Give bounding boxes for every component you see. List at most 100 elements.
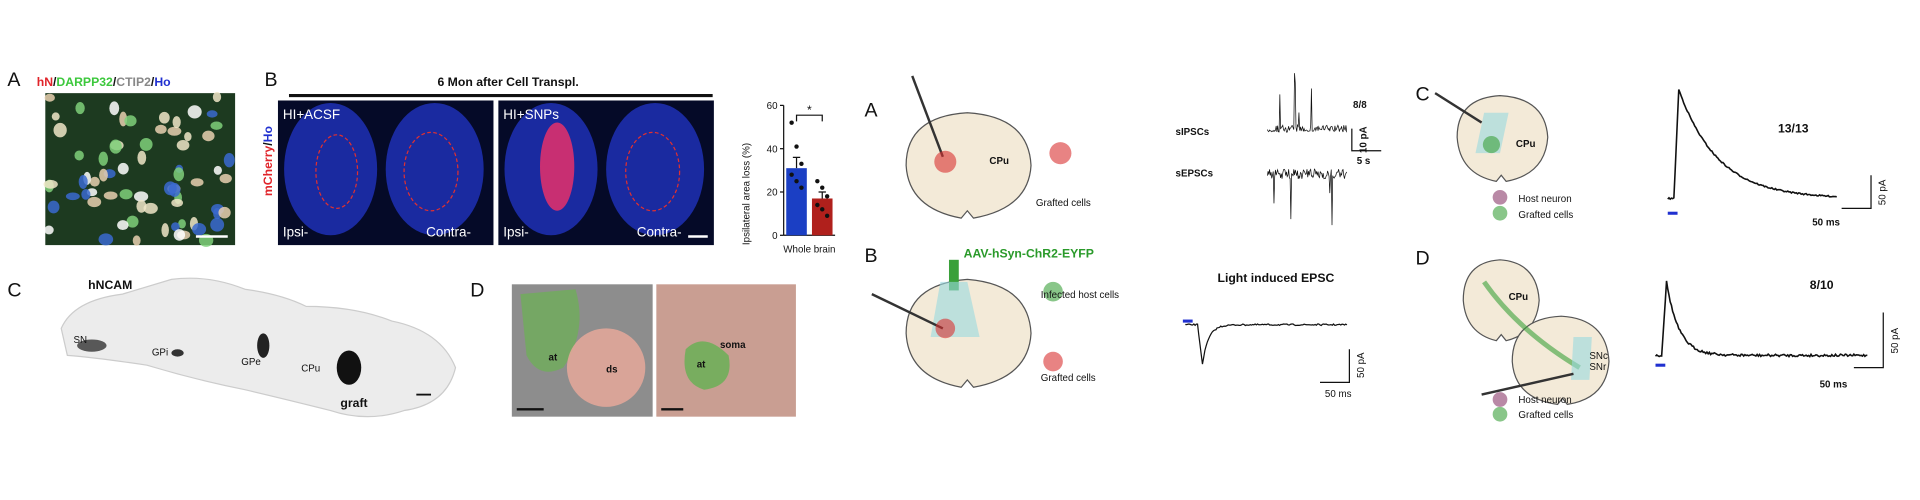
scale-y: 50 pA [1356,352,1367,378]
side-label: Contra- [637,225,682,240]
cell-label: Grafted cells [1036,198,1091,209]
trace-label: sIPSCs [1176,127,1210,138]
separator: / [113,75,117,89]
scale-x: 50 ms [1812,217,1840,228]
panel-label: C [7,280,21,302]
data-point [820,207,825,212]
panel-label: B [264,69,277,91]
trace [1667,89,1837,201]
target-label: SNc [1589,351,1608,362]
brain-section [498,100,714,246]
data-point [789,172,794,177]
stain: CTIP2 [116,75,151,89]
bar-chart: Ipsilateral area loss (%) Whole brain 0 2… [741,101,835,255]
virus-label: AAV-hSyn-ChR2-EYFP [964,246,1094,260]
panel-label: D [1416,248,1430,270]
y-tick-label: 20 [767,188,778,199]
scale-bar [1351,128,1382,152]
data-point [799,161,804,167]
stain: hN [37,75,53,89]
data-point [789,120,794,125]
brain-schematic [1462,259,1610,422]
ratio: 8/10 [1810,278,1834,292]
brain-schematic [1434,92,1549,221]
trace [1267,73,1348,133]
micrograph [43,91,236,247]
region-label: GPi [152,347,168,358]
scale-x: 50 ms [1325,389,1352,400]
structure-label: at [549,352,558,363]
cell-label: Host neuron [1518,194,1571,205]
target-label: SNr [1589,362,1607,373]
data-point [794,144,799,149]
error-bar [792,156,801,169]
y-tick-label: 40 [767,144,778,155]
separator: / [151,75,155,89]
scale-x: 50 ms [1820,379,1848,390]
stain-label: hN/DARPP32/CTIP2/Ho [37,75,171,89]
y-tick-label: 60 [767,101,778,112]
condition-label: HI+ACSF [283,107,340,122]
panel-label: D [470,280,484,302]
panel-label: B [864,245,877,267]
separator: / [53,75,57,89]
data-point [824,194,830,199]
scale-x: 5 s [1357,156,1371,167]
stain-label: hNCAM [88,278,132,292]
significance: * [807,103,812,117]
error-bar [818,191,826,199]
trace [1185,323,1348,365]
cell-label: Grafted cells [1518,210,1573,221]
stain: DARPP32 [56,75,113,89]
structure-label: ds [606,365,618,376]
scale-y: 10 pA [1359,126,1370,153]
panel-label: C [1416,83,1430,105]
panel-title: 6 Mon after Cell Transpl. [437,75,578,89]
scale-y: 50 pA [1878,179,1889,205]
data-point [824,213,830,219]
data-point [794,178,799,184]
scale-bar [1853,312,1884,369]
cell-label: Grafted cells [1041,373,1096,384]
brain-schematic [905,75,1072,219]
structure-label: soma [720,340,746,351]
side-label: Contra- [426,225,471,240]
region-label: CPu [989,156,1009,167]
panel-label: A [864,99,878,121]
y-axis-label: Ipsilateral area loss (%) [741,143,752,245]
significance-bracket [795,114,823,122]
data-point [815,202,820,208]
em-image [511,284,653,417]
x-axis-label: Whole brain [783,244,835,255]
side-label: Ipsi- [283,225,308,240]
trace [1654,280,1868,359]
region-label: CPu [1516,139,1536,150]
y-tick-label: 0 [772,231,778,242]
stain: Ho [261,126,275,142]
stain-label: mCherry/Ho [261,126,275,196]
data-point [799,185,804,190]
cell-label: Grafted cells [1518,410,1573,421]
brain-schematic [871,259,1063,388]
trace-title: Light induced EPSC [1217,271,1334,285]
region-label: CPu [301,363,320,374]
structure-label: at [697,360,706,371]
graft-label: graft [340,396,367,410]
data-point [820,185,825,190]
scale-y: 50 pA [1890,327,1901,353]
trace-label: sEPSCs [1176,168,1214,179]
stain: Ho [154,75,170,89]
bar [786,168,807,236]
stain: mCherry [261,146,275,197]
sagittal-section [60,277,457,418]
condition-label: HI+SNPs [503,107,559,122]
region-label: CPu [1509,292,1529,303]
trace [1266,168,1348,226]
cell-label: Infected host cells [1041,290,1119,301]
brain-section [277,100,494,246]
separator: / [261,142,275,146]
em-image [656,284,796,417]
panel-label: A [7,69,21,91]
